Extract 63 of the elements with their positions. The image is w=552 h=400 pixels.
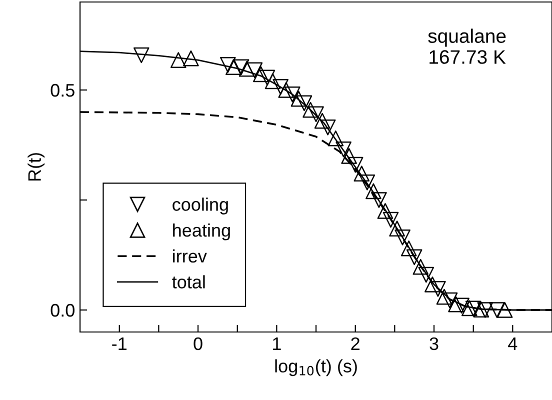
- point: [170, 52, 186, 68]
- x-tick-label: 0: [194, 337, 202, 350]
- point: [308, 106, 324, 122]
- point: [371, 192, 387, 208]
- point: [253, 66, 269, 82]
- point: [418, 266, 434, 283]
- point: [302, 102, 318, 118]
- point: [226, 59, 242, 76]
- point: [278, 82, 294, 98]
- point: [220, 57, 236, 73]
- x-axis-title: log$_{10}$(t) (s): [275, 359, 357, 376]
- point: [347, 156, 364, 173]
- point: [389, 220, 405, 237]
- x-tick-label: -1: [112, 338, 127, 350]
- point: [354, 166, 370, 182]
- point: [183, 50, 199, 66]
- point: [366, 183, 382, 200]
- point: [448, 296, 464, 312]
- point: [462, 300, 478, 316]
- y-axis-title: R(t): [28, 153, 45, 181]
- point: [290, 90, 307, 107]
- point: [264, 73, 281, 90]
- point: [284, 86, 300, 102]
- point: [400, 240, 417, 256]
- point: [336, 141, 352, 158]
- point: [424, 276, 440, 292]
- point: [382, 212, 399, 228]
- point: [406, 249, 422, 266]
- point: [436, 288, 452, 305]
- point: [233, 59, 250, 76]
- point: [296, 95, 312, 112]
- point: [238, 60, 255, 77]
- point: [314, 112, 330, 129]
- point: [465, 300, 482, 317]
- point: [412, 258, 429, 275]
- x-tick-label: 2: [351, 337, 360, 350]
- point: [259, 70, 276, 86]
- legend-label: heating: [173, 223, 230, 240]
- point: [442, 292, 458, 308]
- point: [377, 203, 394, 219]
- point: [341, 148, 357, 164]
- point: [320, 119, 336, 136]
- legend-label: cooling: [172, 198, 228, 214]
- point: [496, 302, 513, 318]
- x-tick-label: 1: [273, 338, 281, 350]
- x-tick-label: 3: [430, 337, 438, 350]
- point: [133, 47, 150, 64]
- y-tick-label: 0.5: [50, 84, 74, 97]
- point: [430, 280, 446, 297]
- point: [246, 62, 263, 78]
- legend-label: total: [172, 275, 205, 288]
- point: [473, 302, 490, 318]
- point: [454, 298, 470, 314]
- x-tick-label: 4: [508, 338, 518, 350]
- legend-label: irrev: [173, 249, 207, 263]
- point: [489, 302, 505, 318]
- point: [394, 229, 410, 246]
- point: [359, 174, 376, 190]
- point: [328, 130, 344, 146]
- y-tick-label: 0.0: [50, 304, 74, 317]
- point: [477, 302, 494, 318]
- annotation: squalane 167.73 K: [428, 28, 506, 64]
- point: [272, 79, 289, 95]
